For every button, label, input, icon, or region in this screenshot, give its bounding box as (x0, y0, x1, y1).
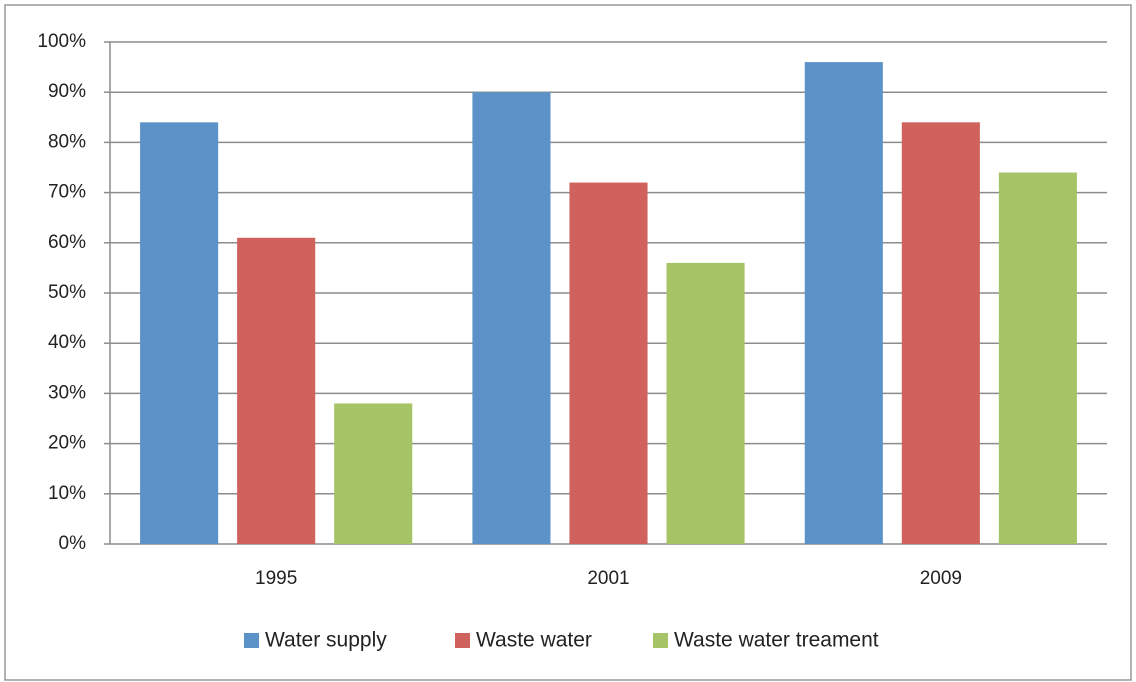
y-tick-label: 20% (48, 433, 86, 454)
legend-swatch (653, 633, 668, 648)
legend-swatch (244, 633, 259, 648)
bar (666, 262, 745, 544)
bar (998, 172, 1077, 544)
bar (237, 237, 316, 544)
y-tick-label: 10% (48, 483, 86, 504)
y-tick-label: 80% (48, 131, 86, 152)
x-tick-label: 1995 (255, 568, 297, 589)
bar (901, 122, 980, 544)
bar (472, 92, 551, 544)
y-tick-label: 30% (48, 382, 86, 403)
y-tick-label: 0% (59, 533, 87, 554)
bar (334, 403, 413, 544)
legend-label: Waste water (476, 629, 592, 652)
y-tick-label: 50% (48, 282, 86, 303)
legend-label: Water supply (265, 629, 387, 652)
y-tick-label: 70% (48, 182, 86, 203)
x-tick-label: 2001 (587, 568, 629, 589)
legend-label: Waste water treament (674, 629, 879, 652)
y-tick-label: 60% (48, 232, 86, 253)
legend-swatch (455, 633, 470, 648)
y-tick-label: 40% (48, 332, 86, 353)
bar (569, 182, 648, 544)
y-tick-label: 90% (48, 81, 86, 102)
bar (140, 122, 219, 544)
bar (804, 62, 883, 544)
y-tick-label: 100% (37, 31, 86, 52)
x-tick-label: 2009 (920, 568, 962, 589)
